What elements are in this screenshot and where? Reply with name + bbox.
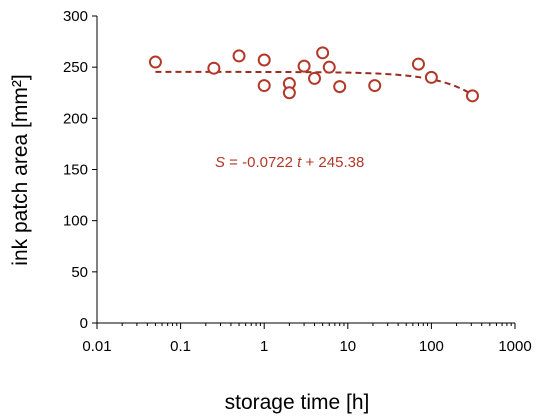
equation-var-t: t <box>297 154 302 171</box>
data-point <box>368 79 382 93</box>
data-point <box>257 53 271 67</box>
y-ticks: 0 50 100 150 200 250 300 <box>63 8 97 332</box>
y-axis-title: ink patch area [mm²] <box>9 74 32 265</box>
y-tick-label: 200 <box>63 110 88 127</box>
data-point <box>333 80 347 94</box>
data-point <box>207 61 221 75</box>
x-tick-label: 0.1 <box>170 338 191 355</box>
data-point <box>424 70 438 84</box>
data-point <box>282 86 296 100</box>
y-tick-label: 0 <box>80 315 88 332</box>
equation-var-s: S <box>215 154 225 171</box>
x-tick-label: 1000 <box>498 338 531 355</box>
y-tick-label: 50 <box>71 264 88 281</box>
data-point <box>316 46 330 60</box>
x-axis-title: storage time [h] <box>225 391 370 414</box>
data-point <box>297 59 311 73</box>
data-points <box>148 46 479 103</box>
data-point <box>465 89 479 103</box>
x-tick-label: 100 <box>419 338 444 355</box>
y-tick-label: 300 <box>63 8 88 25</box>
x-tick-label: 0.01 <box>82 338 111 355</box>
data-point <box>232 49 246 63</box>
y-tick-label: 150 <box>63 162 88 179</box>
x-ticks: 0.01 0.1 1 10 100 1000 <box>82 323 532 355</box>
y-tick-label: 250 <box>63 59 88 76</box>
data-point <box>322 60 336 74</box>
x-tick-label: 10 <box>339 338 356 355</box>
data-point <box>257 79 271 93</box>
data-point <box>148 55 162 69</box>
equation-part-1: = -0.0722 <box>225 154 297 171</box>
data-point <box>308 71 322 85</box>
y-tick-label: 100 <box>63 213 88 230</box>
x-tick-label: 1 <box>260 338 268 355</box>
equation-part-2: + 245.38 <box>301 154 364 171</box>
trend-line <box>155 70 473 96</box>
data-point <box>411 57 425 71</box>
equation-annotation: S = -0.0722 t + 245.38 <box>215 154 364 171</box>
